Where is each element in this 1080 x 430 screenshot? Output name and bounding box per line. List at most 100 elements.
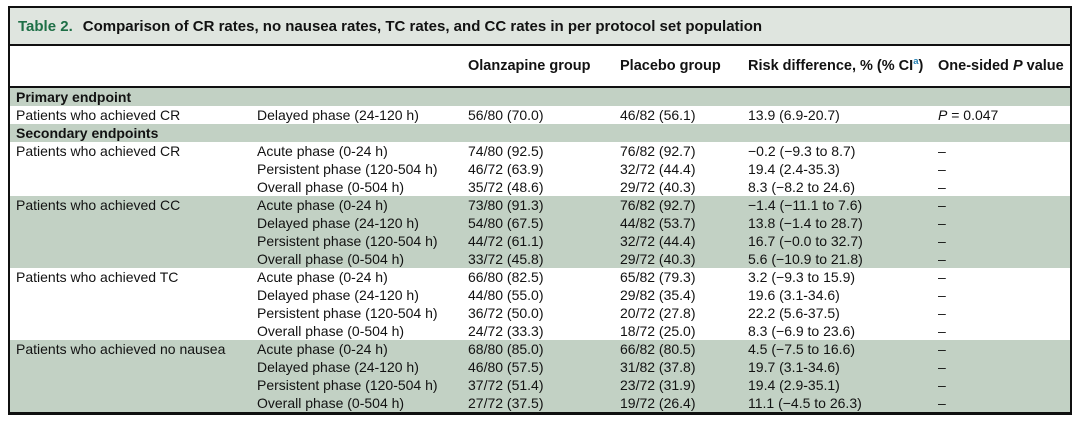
p-value-cell: P = 0.047	[938, 107, 999, 123]
section-row: Primary endpoint	[10, 88, 1070, 106]
placebo-value-cell: 29/72 (40.3)	[620, 179, 696, 195]
placebo-value-cell: 31/82 (37.8)	[620, 359, 696, 375]
table-row: Overall phase (0-504 h) 35/72 (48.6) 29/72…	[10, 178, 1070, 196]
table-row: Delayed phase (24-120 h) 46/80 (57.5) 31/8…	[10, 358, 1070, 376]
phase-cell: Delayed phase (24-120 h)	[257, 359, 419, 375]
p-value-cell: –	[938, 269, 946, 285]
placebo-column-header: Placebo group	[620, 58, 721, 74]
risk-difference-cell: 13.9 (6.9-20.7)	[748, 107, 840, 123]
phase-cell: Overall phase (0-504 h)	[257, 179, 405, 195]
placebo-value-cell: 76/82 (92.7)	[620, 143, 696, 159]
endpoint-cell	[16, 394, 257, 412]
p-value-cell: –	[938, 233, 946, 249]
placebo-value-cell: 46/82 (56.1)	[620, 107, 696, 123]
phase-cell: Acute phase (0-24 h)	[257, 197, 388, 213]
table-header-row: Olanzapine group Placebo group Risk diff…	[10, 46, 1070, 88]
p-value-cell: –	[938, 377, 946, 393]
p-value-cell: –	[938, 197, 946, 213]
phase-cell: Overall phase (0-504 h)	[257, 251, 405, 267]
risk-difference-cell: 19.4 (2.9-35.1)	[748, 377, 840, 393]
p-value-cell: –	[938, 287, 946, 303]
p-value-cell: –	[938, 215, 946, 231]
table-number-label: Table 2.	[18, 18, 73, 35]
endpoint-cell: Patients who achieved CR	[16, 143, 181, 159]
olanzapine-column-header: Olanzapine group	[468, 58, 591, 74]
table-row: Persistent phase (120-504 h) 37/72 (51.4)…	[10, 376, 1070, 394]
risk-difference-cell: 16.7 (−0.0 to 32.7)	[748, 233, 863, 249]
phase-cell: Persistent phase (120-504 h)	[257, 377, 438, 393]
table-row: Delayed phase (24-120 h) 54/80 (67.5) 44/8…	[10, 214, 1070, 232]
phase-cell: Delayed phase (24-120 h)	[257, 215, 419, 231]
olanzapine-value-cell: 46/80 (57.5)	[468, 359, 544, 375]
phase-cell: Delayed phase (24-120 h)	[257, 107, 419, 123]
table-body: Primary endpoint Patients who achieved CR…	[10, 88, 1070, 412]
olanzapine-value-cell: 24/72 (33.3)	[468, 323, 544, 339]
olanzapine-value-cell: 36/72 (50.0)	[468, 305, 544, 321]
p-value-cell: –	[938, 143, 946, 159]
risk-difference-cell: 19.6 (3.1-34.6)	[748, 287, 840, 303]
risk-difference-cell: −0.2 (−9.3 to 8.7)	[748, 143, 856, 159]
placebo-value-cell: 20/72 (27.8)	[620, 305, 696, 321]
phase-cell: Acute phase (0-24 h)	[257, 143, 388, 159]
olanzapine-value-cell: 54/80 (67.5)	[468, 215, 544, 231]
p-italic: P	[1012, 58, 1023, 74]
table-row: Patients who achieved CR Acute phase (0-2…	[10, 142, 1070, 160]
endpoint-cell	[16, 214, 257, 232]
endpoint-cell: Patients who achieved CR	[16, 107, 181, 123]
phase-cell: Overall phase (0-504 h)	[257, 395, 405, 411]
placebo-value-cell: 44/82 (53.7)	[620, 215, 696, 231]
placebo-value-cell: 19/72 (26.4)	[620, 395, 696, 411]
olanzapine-value-cell: 46/72 (63.9)	[468, 161, 544, 177]
phase-cell: Persistent phase (120-504 h)	[257, 233, 438, 249]
placebo-value-cell: 32/72 (44.4)	[620, 233, 696, 249]
table-title: Comparison of CR rates, no nausea rates,…	[82, 18, 763, 35]
placebo-value-cell: 29/82 (35.4)	[620, 287, 696, 303]
endpoint-cell	[16, 232, 257, 250]
endpoint-cell	[16, 250, 257, 268]
endpoint-cell	[16, 304, 257, 322]
section-row: Secondary endpoints	[10, 124, 1070, 142]
phase-cell: Persistent phase (120-504 h)	[257, 161, 438, 177]
olanzapine-value-cell: 74/80 (92.5)	[468, 143, 544, 159]
placebo-value-cell: 29/72 (40.3)	[620, 251, 696, 267]
risk-difference-cell: 13.8 (−1.4 to 28.7)	[748, 215, 863, 231]
olanzapine-value-cell: 66/80 (82.5)	[468, 269, 544, 285]
p-value-cell: –	[938, 161, 946, 177]
ci-footnote-marker: a	[913, 56, 919, 68]
olanzapine-value-cell: 35/72 (48.6)	[468, 179, 544, 195]
risk-difference-cell: 8.3 (−8.2 to 24.6)	[748, 179, 856, 195]
risk-difference-cell: 8.3 (−6.9 to 23.6)	[748, 323, 856, 339]
p-value-cell: –	[938, 341, 946, 357]
table-row: Overall phase (0-504 h) 33/72 (45.8) 29/72…	[10, 250, 1070, 268]
phase-cell: Persistent phase (120-504 h)	[257, 305, 438, 321]
phase-cell: Acute phase (0-24 h)	[257, 341, 388, 357]
placebo-value-cell: 32/72 (44.4)	[620, 161, 696, 177]
phase-cell: Overall phase (0-504 h)	[257, 323, 405, 339]
p-value-cell: –	[938, 323, 946, 339]
endpoint-cell	[16, 358, 257, 376]
endpoint-cell	[16, 178, 257, 196]
table-container: Table 2. Comparison of CR rates, no nause…	[8, 6, 1072, 415]
table-row: Persistent phase (120-504 h) 36/72 (50.0)…	[10, 304, 1070, 322]
p-value-cell: –	[938, 359, 946, 375]
olanzapine-value-cell: 44/80 (55.0)	[468, 287, 544, 303]
endpoint-cell: Patients who achieved no nausea	[16, 341, 226, 357]
table-row: Patients who achieved TC Acute phase (0-2…	[10, 268, 1070, 286]
olanzapine-value-cell: 33/72 (45.8)	[468, 251, 544, 267]
placebo-value-cell: 66/82 (80.5)	[620, 341, 696, 357]
table-row: Patients who achieved CC Acute phase (0-2…	[10, 196, 1070, 214]
risk-difference-cell: 19.7 (3.1-34.6)	[748, 359, 840, 375]
p-italic: P	[938, 107, 948, 123]
placebo-value-cell: 18/72 (25.0)	[620, 323, 696, 339]
endpoint-cell: Patients who achieved TC	[16, 269, 179, 285]
section-label: Primary endpoint	[16, 89, 132, 105]
table-row: Delayed phase (24-120 h) 44/80 (55.0) 29/8…	[10, 286, 1070, 304]
table-row: Persistent phase (120-504 h) 46/72 (63.9)…	[10, 160, 1070, 178]
risk-difference-cell: 11.1 (−4.5 to 26.3)	[748, 395, 862, 411]
risk-difference-column-header: Risk difference, % (% CIa)	[748, 56, 924, 74]
risk-difference-cell: 3.2 (−9.3 to 15.9)	[748, 269, 856, 285]
table-row: Overall phase (0-504 h) 24/72 (33.3) 18/72…	[10, 322, 1070, 340]
endpoint-cell: Patients who achieved CC	[16, 197, 181, 213]
table-row: Patients who achieved no nausea Acute pha…	[10, 340, 1070, 358]
risk-difference-cell: 22.2 (5.6-37.5)	[748, 305, 840, 321]
